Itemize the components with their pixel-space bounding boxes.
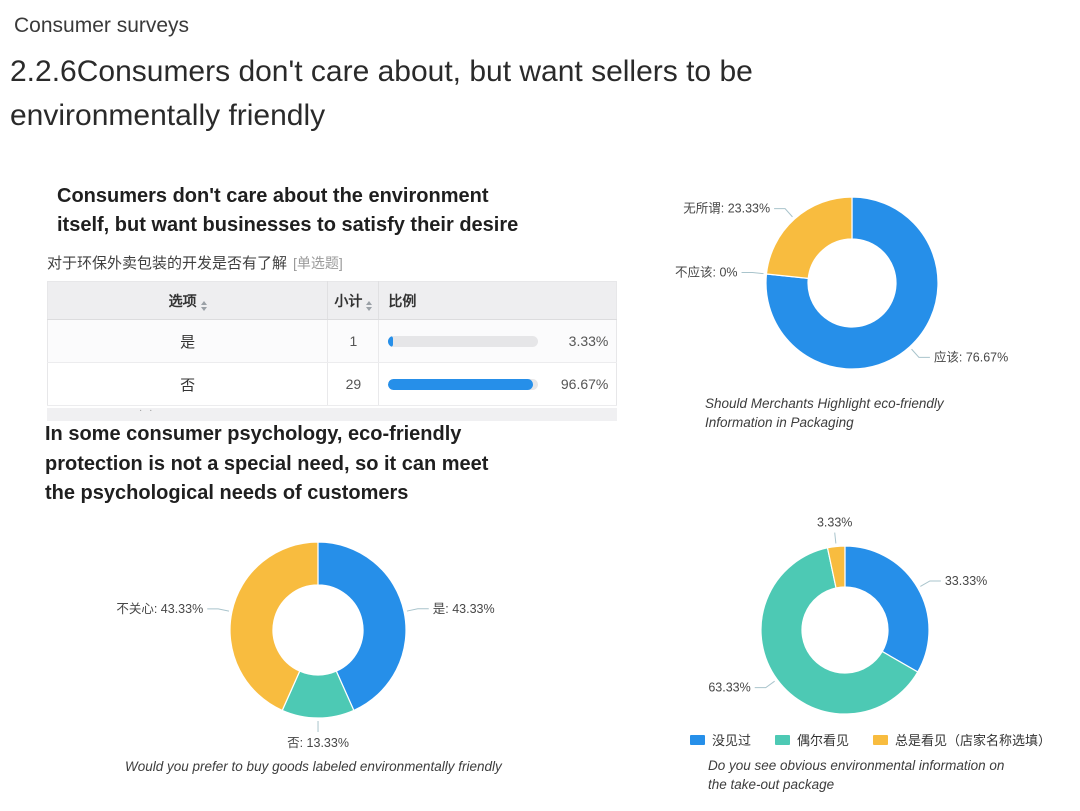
label-leader-line bbox=[834, 532, 837, 544]
legend-label: 偶尔看见 bbox=[797, 733, 850, 748]
donut-chart-should-highlight: 应该: 76.67% 不应该: 0% 无所谓: 23.33% bbox=[675, 196, 1008, 370]
ratio-percent: 96.67% bbox=[560, 376, 609, 392]
legend-label: 总是看见（店家名称选填） bbox=[895, 733, 1052, 748]
header-count: 小计 bbox=[327, 281, 380, 320]
label-leader-line bbox=[911, 348, 930, 358]
legend-item: 没见过 bbox=[690, 730, 751, 749]
count-cell: 1 bbox=[327, 319, 380, 363]
donut-slice-没见过 bbox=[844, 545, 930, 673]
legend-swatch-icon bbox=[775, 734, 791, 745]
legend-swatch-icon bbox=[690, 734, 705, 745]
table-row: 否 29 96.67% bbox=[47, 362, 617, 406]
slice-label: 33.33% bbox=[945, 574, 987, 588]
legend-item: 总是看见（店家名称选填） bbox=[873, 730, 1051, 749]
donut-slice-应该 bbox=[765, 196, 939, 370]
page-kicker: Consumer surveys bbox=[14, 14, 190, 37]
donut-chart-prefer-eco-goods: 是: 43.33% 否: 13.33% 不关心: 43.33% bbox=[116, 541, 495, 750]
slice-label: 不应该: 0% bbox=[675, 265, 738, 280]
slice-label: 否: 13.33% bbox=[287, 736, 349, 750]
page-title: 2.2.6Consumers don't care about, but wan… bbox=[10, 55, 753, 132]
header-ratio-label: 比例 bbox=[388, 292, 417, 309]
left-heading-bottom: In some consumer psychology, eco-friendl… bbox=[45, 423, 489, 504]
ratio-bar-fill bbox=[388, 378, 534, 390]
table-row: 是 1 3.33% bbox=[47, 319, 617, 363]
label-leader-line bbox=[741, 272, 764, 275]
legend-label: 没见过 bbox=[712, 733, 752, 748]
table-cut-off-row: · · bbox=[47, 405, 617, 421]
survey-question-line: 对于环保外卖包装的开发是否有了解 [单选题] bbox=[47, 252, 343, 273]
ratio-percent: 3.33% bbox=[568, 333, 609, 349]
label-leader-line bbox=[754, 680, 775, 689]
slice-label: 无所谓: 23.33% bbox=[683, 202, 770, 216]
ratio-bar-fill bbox=[388, 335, 394, 347]
survey-question-text: 对于环保外卖包装的开发是否有了解 bbox=[47, 255, 288, 272]
sort-icon[interactable] bbox=[366, 300, 373, 311]
ratio-bar-track bbox=[388, 335, 539, 347]
slice-label: 不关心: 43.33% bbox=[116, 602, 203, 616]
chart-caption-prefer-eco-goods: Would you prefer to buy goods labeled en… bbox=[125, 759, 502, 774]
slice-label: 63.33% bbox=[708, 681, 750, 695]
donut-slice-是 bbox=[317, 541, 407, 712]
chart-caption-notice-info: Do you see obvious environmental informa… bbox=[708, 758, 1005, 792]
chart-legend: 没见过 偶尔看见 总是看见（店家名称选填） bbox=[690, 730, 1051, 749]
slice-label: 是: 43.33% bbox=[433, 602, 495, 616]
table-header-row: 选项 小计 比例 bbox=[47, 281, 617, 320]
survey-result-table-wrap: 选项 小计 比例 是 1 3.33% bbox=[47, 281, 617, 421]
cut-row-dots: · · bbox=[139, 405, 155, 416]
legend-item: 偶尔看见 bbox=[775, 730, 849, 749]
donut-slice-不关心 bbox=[229, 541, 319, 712]
ratio-cell: 96.67% bbox=[378, 362, 617, 406]
option-cell: 否 bbox=[47, 362, 329, 406]
slice-label: 应该: 76.67% bbox=[934, 349, 1008, 364]
ratio-cell: 3.33% bbox=[378, 319, 617, 363]
header-option-label: 选项 bbox=[168, 292, 197, 309]
donut-slice-总是看见（店家名称选填） bbox=[826, 545, 846, 589]
count-cell: 29 bbox=[327, 362, 380, 406]
left-heading-top: Consumers don't care about the environme… bbox=[57, 185, 519, 236]
label-leader-line bbox=[774, 208, 793, 218]
donut-slice-无所谓 bbox=[765, 196, 853, 280]
chart-caption-should-highlight: Should Merchants Highlight eco-friendly … bbox=[705, 396, 944, 430]
donut-slice-偶尔看见 bbox=[760, 547, 919, 715]
header-ratio: 比例 bbox=[378, 281, 617, 320]
header-option: 选项 bbox=[47, 281, 329, 320]
label-leader-line bbox=[920, 580, 941, 587]
ratio-bar-track bbox=[388, 378, 539, 390]
legend-swatch-icon bbox=[873, 734, 889, 745]
survey-result-table: 选项 小计 比例 是 1 3.33% bbox=[47, 281, 617, 406]
header-count-label: 小计 bbox=[334, 292, 363, 309]
question-type-tag: [单选题] bbox=[293, 255, 343, 271]
label-leader-line bbox=[406, 608, 429, 612]
label-leader-line bbox=[207, 608, 230, 612]
slice-label: 3.33% bbox=[817, 516, 852, 530]
sort-icon[interactable] bbox=[200, 300, 207, 311]
donut-chart-notice-info: 33.33% 63.33% 3.33% bbox=[708, 516, 987, 715]
option-cell: 是 bbox=[47, 319, 329, 363]
